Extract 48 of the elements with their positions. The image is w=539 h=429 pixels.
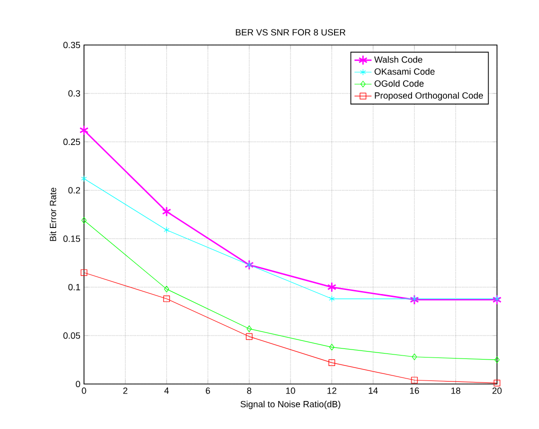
- point: [163, 295, 170, 302]
- point: [494, 295, 500, 302]
- point: [412, 354, 417, 360]
- point: [329, 344, 334, 350]
- point: [246, 326, 252, 332]
- legend-label: OKasami Code: [374, 68, 435, 75]
- y-axis-title: Bit Error Rate: [50, 188, 56, 241]
- point: [164, 286, 170, 292]
- point: [164, 226, 170, 234]
- x-tick-label: 12: [328, 388, 336, 394]
- x-tick-label: 18: [451, 388, 460, 394]
- y-tick-label: 0.3: [68, 90, 80, 97]
- point: [494, 380, 500, 386]
- legend-label: Proposed Orthogonal Code: [374, 92, 483, 100]
- point: [162, 206, 172, 217]
- chart-title: BER VS SNR FOR 8 USER: [236, 29, 346, 36]
- point: [327, 282, 336, 292]
- x-tick-label: 0: [82, 388, 86, 394]
- y-tick-label: 0.05: [63, 332, 80, 339]
- point: [80, 269, 88, 276]
- y-tick-label: 0: [76, 380, 80, 388]
- x-tick-label: 6: [206, 388, 210, 394]
- legend-label: Walsh Code: [374, 56, 422, 63]
- point: [79, 125, 89, 136]
- point: [81, 217, 87, 224]
- x-tick-label: 14: [368, 388, 378, 394]
- point: [328, 359, 336, 366]
- point: [492, 294, 502, 305]
- x-tick-label: 2: [123, 388, 128, 394]
- point: [411, 376, 418, 384]
- point: [246, 333, 252, 340]
- x-tick-label: 16: [410, 388, 419, 394]
- legend-label: OGold Code: [374, 80, 424, 87]
- y-tick-label: 0.35: [63, 42, 80, 48]
- point: [494, 356, 500, 364]
- point: [412, 295, 418, 302]
- y-tick-label: 0.15: [63, 236, 80, 242]
- x-axis-title: Signal to Noise Ratio(dB): [240, 400, 340, 410]
- point: [410, 294, 419, 305]
- y-tick-label: 0.1: [68, 284, 80, 290]
- x-tick-label: 4: [164, 388, 169, 394]
- point: [81, 175, 87, 182]
- y-tick-label: 0.2: [68, 187, 80, 194]
- y-tick-label: 0.25: [63, 138, 80, 146]
- x-tick-label: 8: [247, 388, 252, 394]
- x-tick-label: 20: [492, 388, 502, 394]
- point: [328, 295, 335, 302]
- x-tick-label: 10: [286, 388, 296, 394]
